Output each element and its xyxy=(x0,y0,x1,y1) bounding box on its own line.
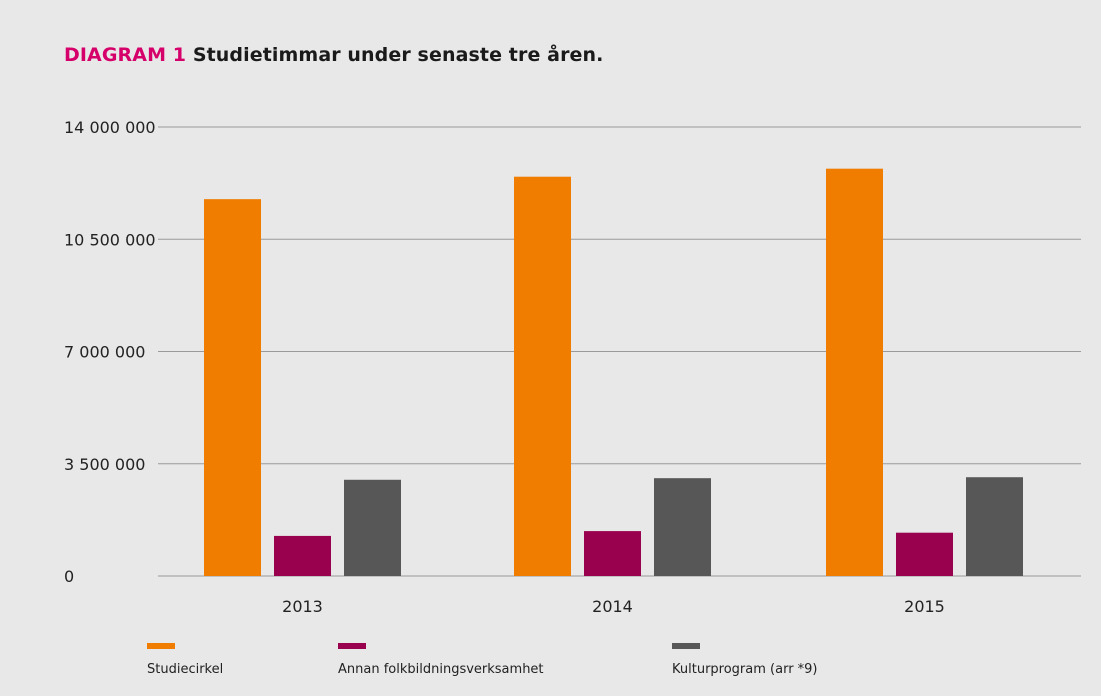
y-tick-label: 10 500 000 xyxy=(64,230,156,249)
bar-2015-series-1 xyxy=(826,168,883,576)
bar-2015-series-3 xyxy=(966,477,1023,576)
y-tick-label: 0 xyxy=(64,567,74,586)
bar-2013-series-2 xyxy=(274,535,331,576)
chart-title: DIAGRAM 1 Studietimmar under senaste tre… xyxy=(64,44,603,66)
chart-title-prefix: DIAGRAM 1 xyxy=(64,44,187,66)
y-tick-label: 7 000 000 xyxy=(64,343,145,362)
bar-2014-series-3 xyxy=(654,478,711,576)
bar-2013-series-1 xyxy=(204,199,261,577)
bar-2014-series-2 xyxy=(584,531,641,576)
x-tick-label: 2013 xyxy=(282,597,323,616)
legend-swatch xyxy=(672,643,700,649)
y-tick-label: 3 500 000 xyxy=(64,455,145,474)
bar-2015-series-2 xyxy=(896,532,953,576)
bar-2014-series-1 xyxy=(514,176,571,577)
x-tick-label: 2014 xyxy=(592,597,633,616)
legend-label: Kulturprogram (arr *9) xyxy=(672,662,818,677)
legend-label: Studiecirkel xyxy=(147,662,223,677)
x-tick-label: 2015 xyxy=(904,597,945,616)
legend-swatch xyxy=(338,643,366,649)
y-tick-label: 14 000 000 xyxy=(64,118,156,137)
chart-title-text: Studietimmar under senaste tre åren. xyxy=(192,44,604,66)
legend-swatch xyxy=(147,643,175,649)
legend-label: Annan folkbildningsverksamhet xyxy=(338,662,544,677)
bar-2013-series-3 xyxy=(344,479,401,576)
